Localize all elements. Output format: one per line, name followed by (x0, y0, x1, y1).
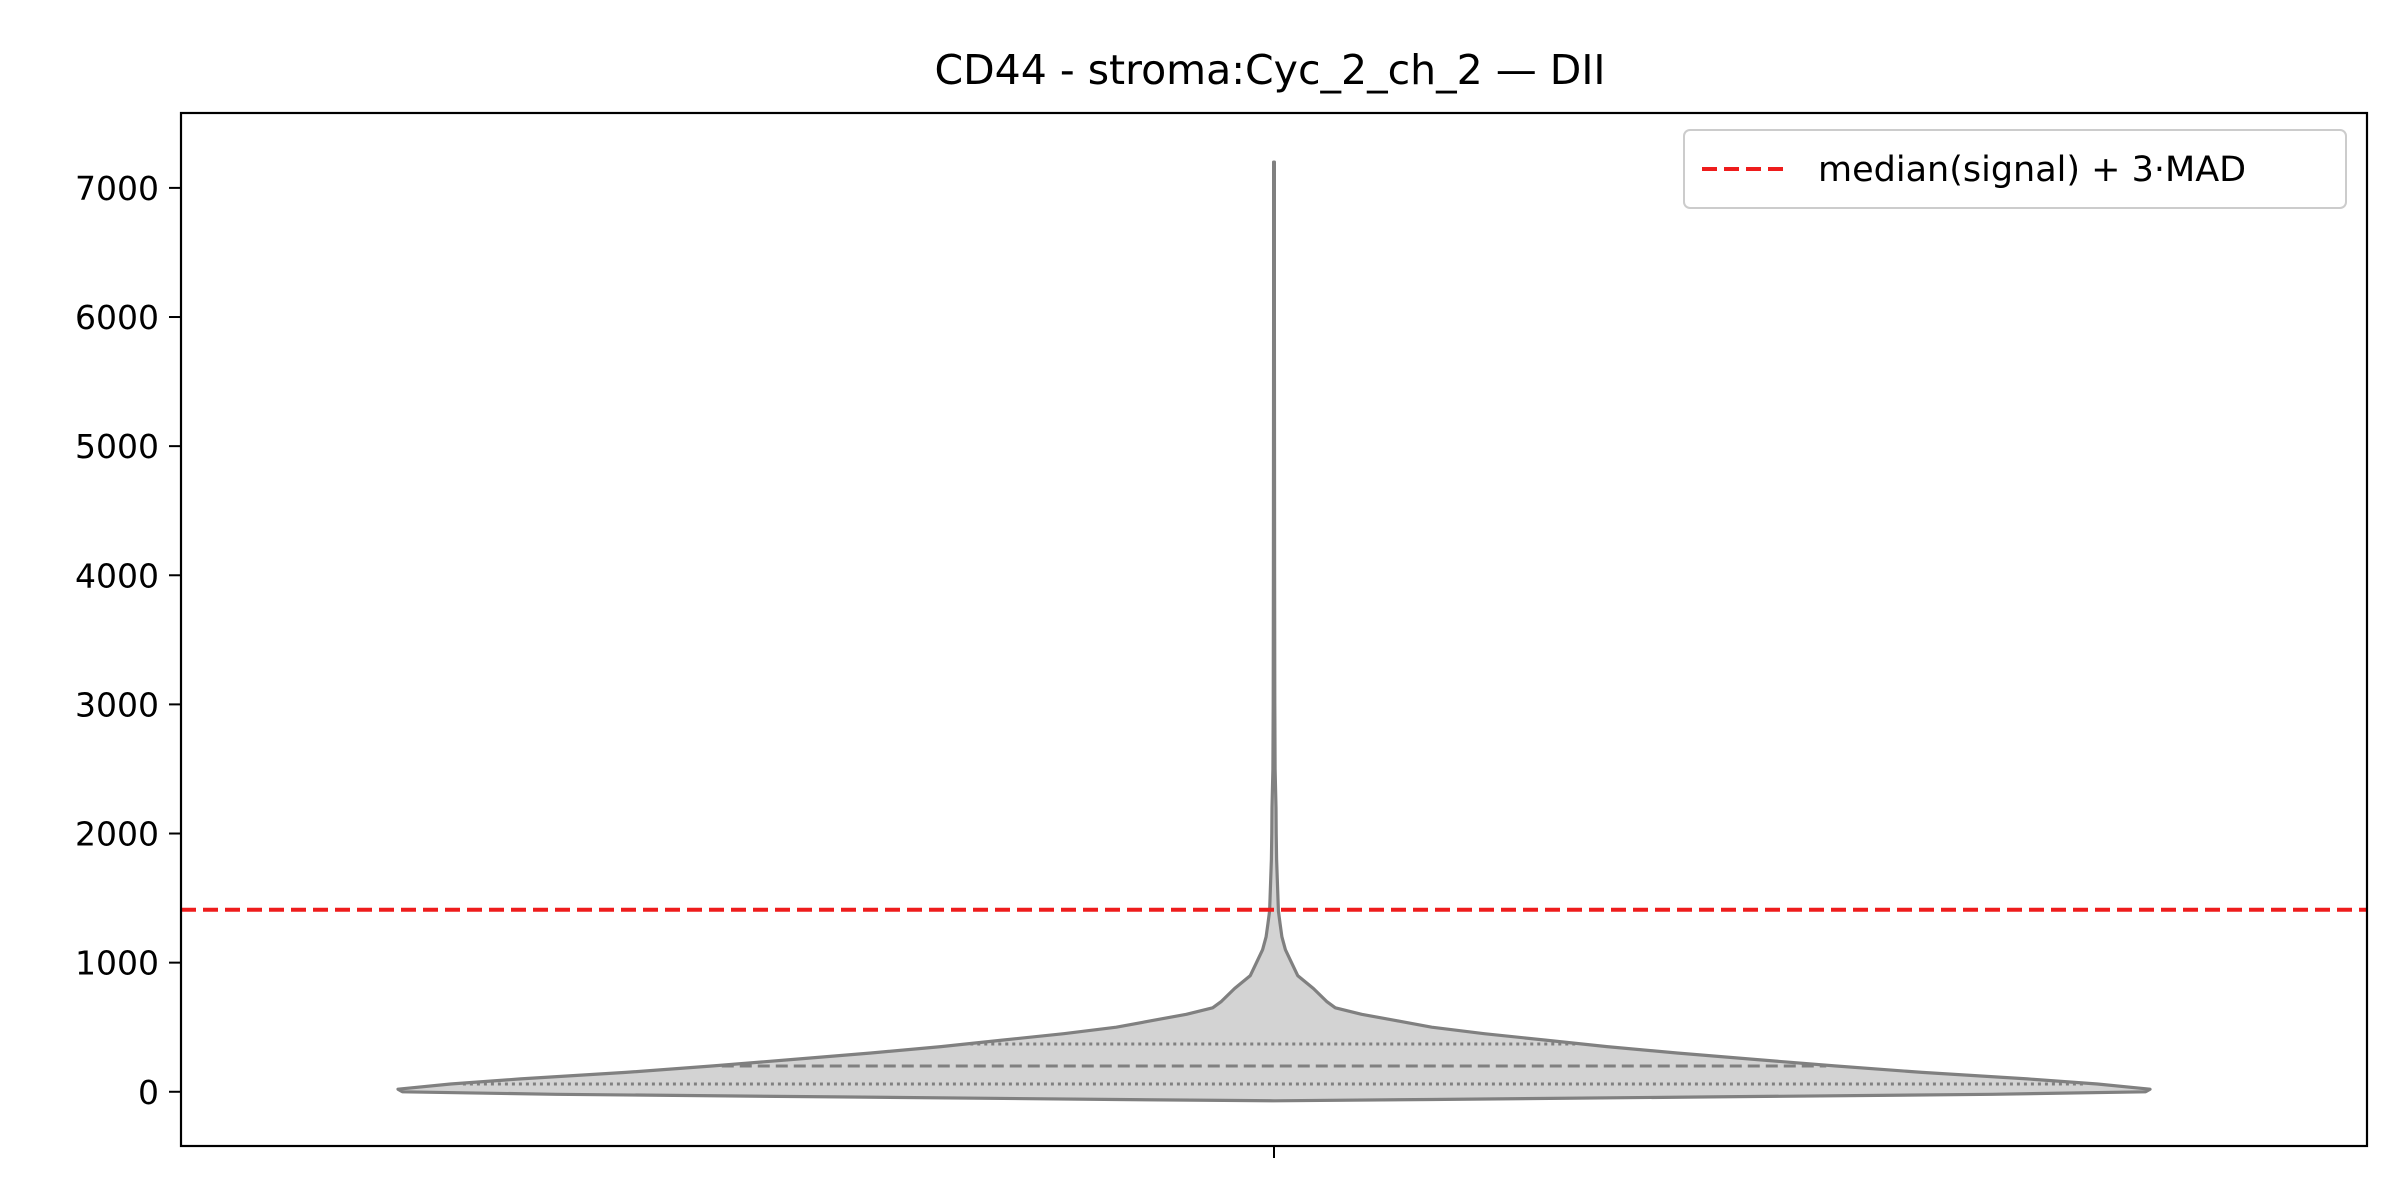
y-tick-label: 4000 (75, 556, 159, 595)
chart-title: CD44 - stroma:Cyc_2_ch_2 — DII (934, 46, 1605, 94)
y-tick-label: 1000 (75, 944, 159, 983)
y-tick-label: 6000 (75, 298, 159, 337)
legend-box (1683, 129, 2347, 209)
legend-label-threshold: median(signal) + 3·MAD (1818, 150, 2246, 190)
y-tick-label: 7000 (75, 169, 159, 208)
y-tick-label: 2000 (75, 815, 159, 854)
violin-body (396, 160, 2152, 1103)
quartile-lines (462, 1042, 2086, 1086)
y-tick-label: 5000 (75, 427, 159, 466)
y-tick-label: 0 (138, 1073, 159, 1112)
violin-layer (396, 160, 2152, 1103)
y-axis: 0 1000 2000 3000 4000 5000 6000 7000 (75, 169, 181, 1112)
legend: median(signal) + 3·MAD (1683, 129, 2347, 209)
y-tick-label: 3000 (75, 685, 159, 724)
